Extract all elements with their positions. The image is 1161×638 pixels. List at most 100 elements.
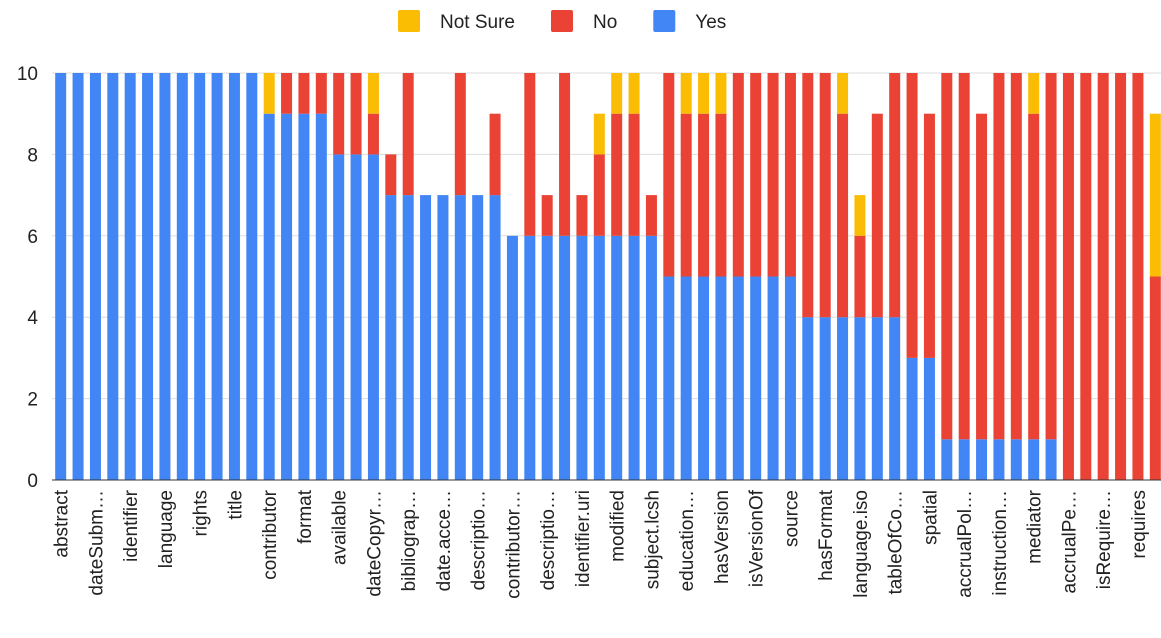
bar-segment bbox=[698, 276, 710, 480]
bar-segment bbox=[524, 235, 536, 480]
x-tick-label: contributor… bbox=[503, 490, 524, 599]
bar-segment bbox=[559, 73, 571, 236]
x-tick-label: hasFormat bbox=[816, 489, 837, 581]
bar-segment bbox=[715, 276, 727, 480]
bar-segment bbox=[628, 73, 640, 114]
x-tick-label: isVersionOf bbox=[747, 489, 768, 587]
bar-segment bbox=[802, 73, 814, 318]
bar-segment bbox=[89, 73, 101, 480]
bar-segment bbox=[645, 195, 657, 236]
bar-segment bbox=[854, 317, 866, 480]
bar-segment bbox=[784, 73, 796, 277]
bar-segment bbox=[367, 73, 379, 114]
bar-segment bbox=[298, 73, 310, 114]
bar-segment bbox=[732, 276, 744, 480]
x-tick-label: date.acce… bbox=[434, 490, 455, 591]
bar-segment bbox=[489, 113, 501, 196]
x-tick-label: modified bbox=[608, 490, 629, 562]
bar-segment bbox=[402, 195, 414, 480]
bar-segment bbox=[663, 276, 675, 480]
bar-segment bbox=[1115, 73, 1127, 480]
bar-segment bbox=[1045, 73, 1057, 440]
bar-segment bbox=[923, 113, 935, 358]
bar-segment bbox=[837, 113, 849, 318]
bar-segment bbox=[350, 154, 362, 480]
bar-segment bbox=[680, 73, 692, 114]
bar-segment bbox=[472, 195, 484, 480]
bar-segment bbox=[784, 276, 796, 480]
x-tick-label: contributor bbox=[260, 489, 281, 579]
bar-segment bbox=[124, 73, 136, 480]
bar-segment bbox=[767, 276, 779, 480]
y-tick-label: 8 bbox=[27, 145, 38, 166]
bar-segment bbox=[906, 357, 918, 480]
bar-segment bbox=[489, 195, 501, 480]
x-tick-label: instruction… bbox=[990, 490, 1011, 596]
bar-segment bbox=[176, 73, 188, 480]
legend-swatch bbox=[550, 10, 573, 32]
bar-segment bbox=[263, 73, 275, 114]
bar-segment bbox=[611, 235, 623, 480]
x-tick-label: abstract bbox=[52, 489, 73, 557]
bar-segment bbox=[524, 73, 536, 236]
x-tick-label: education… bbox=[677, 490, 698, 591]
bar-segment bbox=[1028, 439, 1040, 480]
x-tick-label: language.iso bbox=[851, 490, 872, 598]
legend-swatch bbox=[653, 10, 676, 32]
y-tick-label: 4 bbox=[27, 308, 38, 329]
bar-segment bbox=[1132, 73, 1144, 480]
bar-segment bbox=[680, 276, 692, 480]
bar-segment bbox=[628, 113, 640, 236]
x-tick-label: format bbox=[295, 489, 316, 544]
x-tick-label: identifier.uri bbox=[573, 490, 594, 587]
bar-segment bbox=[315, 73, 327, 114]
bar-segment bbox=[281, 113, 293, 480]
bar-segment bbox=[246, 73, 258, 480]
bar-segment bbox=[350, 73, 362, 155]
x-tick-label: requires bbox=[1129, 490, 1150, 559]
x-tick-label: dateCopyr… bbox=[364, 490, 385, 597]
legend-label: No bbox=[593, 12, 617, 33]
bar-segment bbox=[420, 195, 432, 480]
bar-segment bbox=[1010, 439, 1022, 480]
y-tick-label: 0 bbox=[27, 471, 38, 492]
legend-swatch bbox=[398, 10, 420, 32]
bar-segment bbox=[333, 73, 345, 155]
bar-segment bbox=[437, 195, 449, 480]
x-tick-label: isRequire… bbox=[1094, 490, 1115, 589]
bar-segment bbox=[506, 235, 518, 480]
bar-segment bbox=[402, 73, 414, 196]
bar-segment bbox=[211, 73, 223, 480]
bar-segment bbox=[698, 73, 710, 114]
bar-segment bbox=[680, 113, 692, 277]
bar-segment bbox=[454, 195, 466, 480]
x-tick-label: spatial bbox=[920, 490, 941, 545]
bar-segment bbox=[576, 195, 588, 236]
bar-segment bbox=[559, 235, 571, 480]
bar-segment bbox=[194, 73, 206, 480]
bar-segment bbox=[837, 73, 849, 114]
bar-segment bbox=[454, 73, 466, 196]
bar-segment bbox=[1097, 73, 1109, 480]
x-tick-label: identifier bbox=[121, 489, 142, 561]
bar-segment bbox=[715, 73, 727, 114]
bar-segment bbox=[107, 73, 119, 480]
bar-segment bbox=[1028, 73, 1040, 114]
bar-segment bbox=[1149, 113, 1161, 277]
x-tick-label: descriptio… bbox=[469, 490, 490, 590]
bar-segment bbox=[576, 235, 588, 480]
bar-segment bbox=[55, 73, 67, 480]
bar-segment bbox=[837, 317, 849, 480]
bar-segment bbox=[854, 235, 866, 318]
bar-segment bbox=[593, 113, 605, 155]
bar-segment bbox=[611, 113, 623, 236]
x-tick-label: title bbox=[225, 490, 246, 520]
bar-segment bbox=[767, 73, 779, 277]
bar-segment bbox=[385, 154, 397, 196]
bar-segment bbox=[1149, 276, 1161, 480]
bar-segment bbox=[871, 113, 883, 318]
x-tick-label: rights bbox=[191, 490, 212, 536]
bar-segment bbox=[367, 113, 379, 155]
bar-segment bbox=[958, 73, 970, 440]
bar-segment bbox=[819, 317, 831, 480]
